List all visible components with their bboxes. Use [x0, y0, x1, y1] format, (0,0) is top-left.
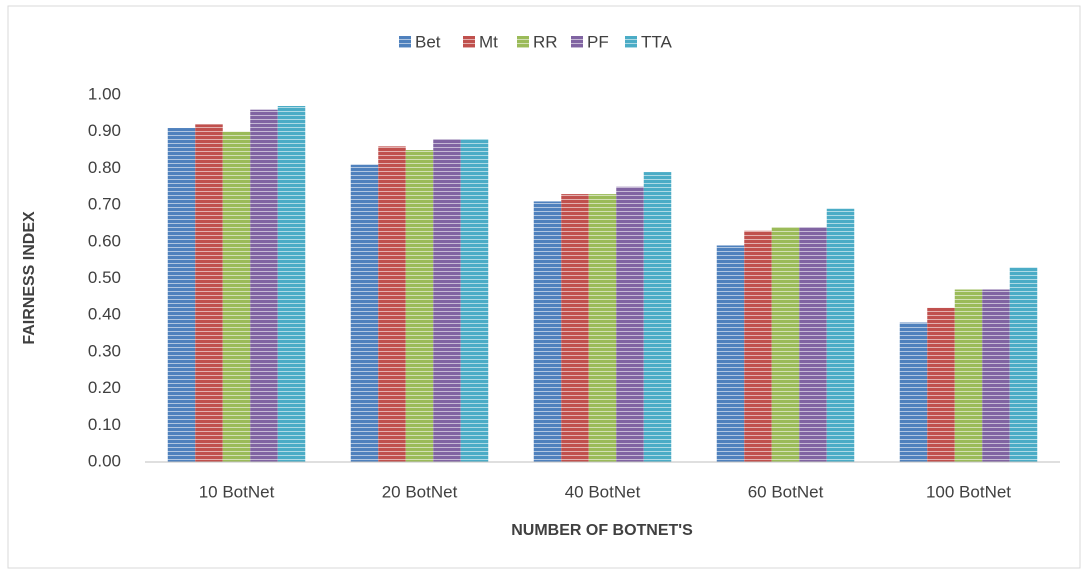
bar [195, 124, 223, 463]
y-tick-label: 0.40 [88, 305, 121, 324]
bar [378, 146, 406, 462]
legend-swatch [571, 36, 583, 48]
bar [616, 186, 644, 462]
bar [643, 172, 672, 462]
x-tick-label: 40 BotNet [565, 482, 641, 501]
bar [433, 139, 461, 463]
bar [250, 109, 278, 463]
legend-label: PF [587, 32, 609, 51]
y-tick-label: 0.90 [88, 121, 121, 140]
x-tick-label: 20 BotNet [382, 482, 458, 501]
legend-swatch [517, 36, 529, 48]
bar [716, 245, 745, 462]
y-tick-label: 0.10 [88, 415, 121, 434]
legend-swatch [463, 36, 475, 48]
x-tick-label: 10 BotNet [199, 482, 275, 501]
y-axis-title: FAIRNESS INDEX [21, 211, 38, 345]
bar [826, 208, 855, 462]
bar [533, 201, 562, 462]
bar [982, 289, 1010, 462]
bar [561, 194, 589, 462]
bar [954, 289, 983, 462]
y-tick-label: 0.00 [88, 451, 121, 470]
bar [771, 227, 800, 462]
bar [277, 106, 306, 462]
y-tick-label: 0.60 [88, 231, 121, 250]
bar [405, 150, 434, 463]
y-tick-label: 0.50 [88, 268, 121, 287]
x-tick-label: 60 BotNet [748, 482, 824, 501]
y-tick-label: 0.20 [88, 378, 121, 397]
legend-label: TTA [641, 32, 673, 51]
bar [167, 128, 196, 462]
bar [222, 131, 251, 462]
y-tick-label: 1.00 [88, 84, 121, 103]
legend-label: RR [533, 32, 558, 51]
bar [744, 230, 772, 462]
bar [460, 139, 489, 463]
x-axis-title: NUMBER OF BOTNET'S [511, 522, 693, 539]
bar [799, 227, 827, 462]
legend-label: Bet [415, 32, 441, 51]
legend-swatch [399, 36, 411, 48]
bar [899, 322, 928, 462]
bar [1009, 267, 1038, 462]
y-tick-label: 0.30 [88, 341, 121, 360]
y-tick-label: 0.80 [88, 158, 121, 177]
bar [588, 194, 617, 462]
bar [350, 164, 379, 463]
legend-label: Mt [479, 32, 498, 51]
bar [927, 307, 955, 462]
legend-swatch [625, 36, 637, 48]
x-tick-label: 100 BotNet [926, 482, 1011, 501]
y-tick-label: 0.70 [88, 195, 121, 214]
